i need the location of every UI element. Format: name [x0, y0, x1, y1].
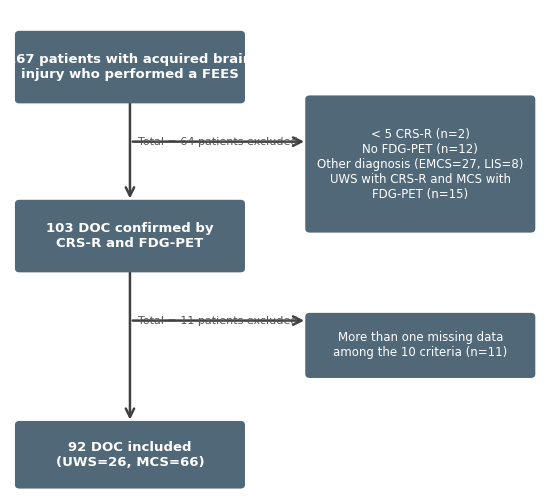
FancyBboxPatch shape	[305, 313, 535, 378]
Text: Total = 64 patients excluded: Total = 64 patients excluded	[138, 137, 298, 147]
FancyBboxPatch shape	[15, 421, 245, 489]
Text: < 5 CRS-R (n=2)
No FDG-PET (n=12)
Other diagnosis (EMCS=27, LIS=8)
UWS with CRS-: < 5 CRS-R (n=2) No FDG-PET (n=12) Other …	[317, 128, 524, 200]
FancyBboxPatch shape	[15, 200, 245, 272]
FancyBboxPatch shape	[15, 31, 245, 103]
Text: 103 DOC confirmed by
CRS-R and FDG-PET: 103 DOC confirmed by CRS-R and FDG-PET	[46, 222, 213, 250]
Text: More than one missing data
among the 10 criteria (n=11): More than one missing data among the 10 …	[333, 331, 508, 359]
Text: 92 DOC included
(UWS=26, MCS=66): 92 DOC included (UWS=26, MCS=66)	[56, 441, 204, 469]
FancyBboxPatch shape	[305, 95, 535, 233]
Text: 167 patients with acquired brain
injury who performed a FEES: 167 patients with acquired brain injury …	[7, 53, 253, 81]
Text: Total = 11 patients excluded: Total = 11 patients excluded	[138, 316, 298, 326]
